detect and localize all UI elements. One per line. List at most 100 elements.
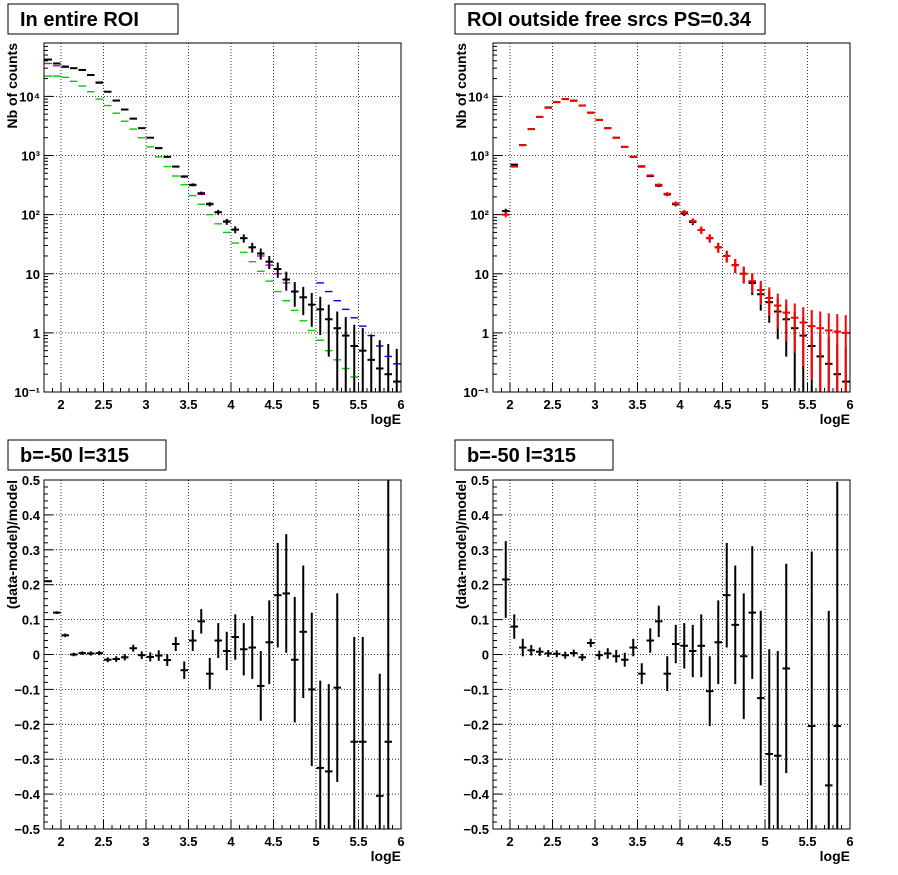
x-tick-label: 5 <box>312 397 319 412</box>
data-point <box>223 218 231 225</box>
data-point <box>325 684 333 829</box>
data-point <box>672 624 680 664</box>
y-tick-label: −0.1 <box>14 682 40 697</box>
y-tick-label: 0.1 <box>22 613 40 628</box>
title-frame <box>454 439 614 471</box>
x-tick-label: 2.5 <box>543 834 561 849</box>
data-point <box>706 234 714 243</box>
data-point <box>316 296 324 336</box>
x-tick-label: 3 <box>142 834 149 849</box>
data-point <box>740 593 748 720</box>
y-tick-label: 10⁻¹ <box>463 385 489 400</box>
data-point <box>240 623 248 676</box>
x-tick-label: 2 <box>506 834 513 849</box>
data-point <box>536 647 544 656</box>
x-axis-label: logE <box>820 411 850 427</box>
data-point <box>697 614 705 678</box>
data-point <box>376 340 384 392</box>
data-point <box>333 593 341 782</box>
series-1 <box>44 75 358 378</box>
plot-frame <box>43 42 402 393</box>
y-tick-label: 0 <box>482 648 489 663</box>
plot-frame <box>492 479 851 830</box>
plot-frame <box>43 479 402 830</box>
y-tick-label: 0.2 <box>471 578 489 593</box>
chart-panel-1: 2 2.5 3 3.5 4 4.5 5 5.5 6 10⁻¹ 1 10 10² 10³ 10⁴ logE Nb … <box>4 3 405 427</box>
data-point <box>561 651 569 659</box>
chart-title: In entire ROI <box>20 9 139 31</box>
y-tick-label: 0.3 <box>22 543 40 558</box>
data-point <box>833 314 841 392</box>
data-point <box>257 248 265 260</box>
data-point <box>808 551 816 829</box>
data-point <box>689 624 697 678</box>
data-point <box>672 201 680 206</box>
data-point <box>816 311 824 391</box>
data-point <box>502 212 510 218</box>
data-point <box>612 136 620 139</box>
data-point <box>782 299 790 342</box>
x-tick-label: 6 <box>846 397 853 412</box>
data-point <box>138 651 146 660</box>
data-point <box>791 303 799 353</box>
x-tick-label: 2 <box>57 834 64 849</box>
x-tick-label: 2.5 <box>94 397 112 412</box>
x-tick-label: 5.5 <box>349 397 367 412</box>
chart-panel-2: 2 2.5 3 3.5 4 4.5 5 5.5 6 10⁻¹ 1 10 10² 10³ 10⁴ logE Nb … <box>453 3 854 427</box>
data-point <box>393 348 401 392</box>
data-point <box>350 637 358 829</box>
data-point <box>214 209 222 215</box>
data-point <box>825 313 833 392</box>
x-tick-label: 3 <box>591 834 598 849</box>
data-point <box>189 183 197 187</box>
data-point <box>748 273 756 293</box>
x-tick-label: 4.5 <box>713 834 731 849</box>
data-point <box>629 638 637 657</box>
x-tick-label: 5 <box>761 834 768 849</box>
data-point <box>189 630 197 652</box>
data-point <box>842 315 850 392</box>
title-box: b=-50 l=315 <box>7 439 167 471</box>
data-point <box>680 209 688 215</box>
data-point <box>655 605 663 638</box>
x-tick-label: 2.5 <box>94 834 112 849</box>
data-point <box>197 609 205 634</box>
y-tick-label: −0.1 <box>463 682 489 697</box>
data-point <box>663 656 671 692</box>
data-point <box>274 542 282 648</box>
x-tick-label: 4.5 <box>264 834 282 849</box>
title-frame <box>7 439 167 471</box>
data-point <box>833 481 841 829</box>
series-1 <box>502 98 850 392</box>
y-tick-label: 0 <box>33 648 40 663</box>
data-point <box>502 541 510 618</box>
data-point <box>706 656 714 727</box>
data-point <box>723 250 731 263</box>
x-tick-label: 3.5 <box>628 397 646 412</box>
title-box: b=-50 l=315 <box>454 439 614 471</box>
x-tick-label: 2 <box>506 397 513 412</box>
data-point <box>248 616 256 679</box>
y-axis-label: Nb of counts <box>453 43 469 129</box>
x-tick-label: 4 <box>227 834 235 849</box>
data-point <box>121 654 129 661</box>
data-point <box>240 234 248 243</box>
data-point <box>180 661 188 679</box>
data-point <box>782 563 790 774</box>
y-tick-label: 10⁴ <box>468 89 489 104</box>
data-point <box>70 652 78 657</box>
title-box: ROI outside free srcs PS=0.34 <box>454 3 766 35</box>
data-point <box>825 610 833 829</box>
title-box: In entire ROI <box>7 3 179 35</box>
data-point <box>553 650 561 658</box>
data-point <box>384 344 392 392</box>
chart-panel-3: 2 2.5 3 3.5 4 4.5 5 5.5 6 −0.5 −0.4 −0.3 −0.2 −0.1 0 0.… <box>4 439 405 864</box>
data-point <box>774 293 782 329</box>
y-tick-label: 0.4 <box>471 508 490 523</box>
y-tick-label: 0.5 <box>22 473 40 488</box>
data-point <box>197 191 205 196</box>
data-point <box>714 600 722 685</box>
data-point <box>265 600 273 685</box>
data-point <box>180 175 188 178</box>
chart-panel-4: 2 2.5 3 3.5 4 4.5 5 5.5 6 −0.5 −0.4 −0.3 −0.2 −0.1 0 0.… <box>453 439 854 864</box>
